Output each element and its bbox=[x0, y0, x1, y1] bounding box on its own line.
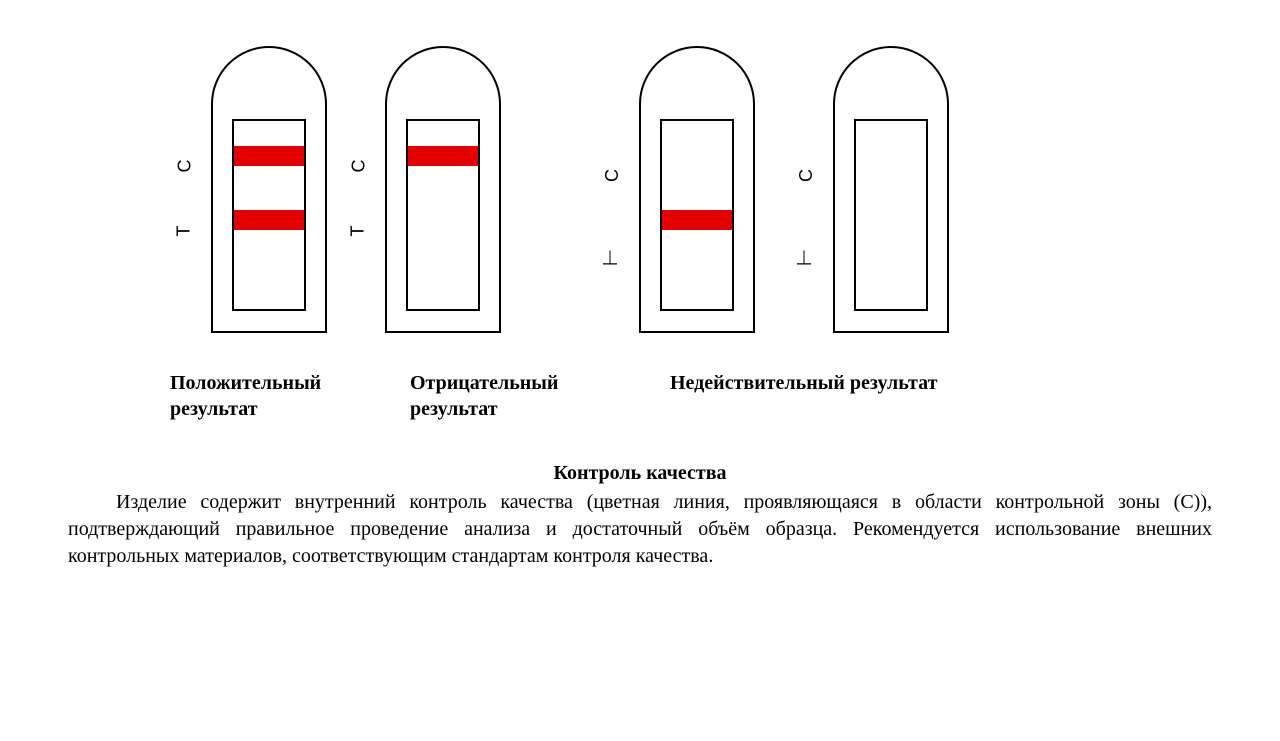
caption-negative: Отрицательный результат bbox=[410, 370, 670, 422]
test-band bbox=[234, 210, 304, 230]
strip-svg bbox=[826, 40, 956, 340]
strip-outline bbox=[834, 47, 948, 332]
strip-body bbox=[632, 40, 762, 340]
strip-svg bbox=[378, 40, 508, 340]
marker-t: T bbox=[348, 225, 369, 237]
strip-markers: C⊢ bbox=[802, 60, 824, 320]
marker-t: T bbox=[174, 225, 195, 237]
strip-svg bbox=[632, 40, 762, 340]
strip-outline bbox=[640, 47, 754, 332]
test-strip-3: C⊢ bbox=[608, 40, 762, 340]
strip-markers: CT bbox=[354, 60, 376, 320]
result-window bbox=[855, 120, 927, 310]
test-strip-1: CT bbox=[180, 40, 334, 340]
marker-t: ⊢ bbox=[792, 249, 817, 266]
test-band bbox=[662, 210, 732, 230]
marker-c: C bbox=[349, 159, 370, 173]
marker-c: C bbox=[175, 159, 196, 173]
strip-body bbox=[826, 40, 956, 340]
diagram-row: CT CT C⊢ C⊢ bbox=[180, 40, 1220, 340]
test-strip-4: C⊢ bbox=[802, 40, 956, 340]
caption-positive: Положительныйрезультат bbox=[170, 370, 410, 422]
strip-markers: C⊢ bbox=[608, 60, 630, 320]
section-title: Контроль качества bbox=[60, 462, 1220, 485]
caption-invalid: Недействительный результат bbox=[670, 370, 1090, 422]
control-band bbox=[234, 146, 304, 166]
strip-outline bbox=[212, 47, 326, 332]
strip-markers: CT bbox=[180, 60, 202, 320]
marker-c: C bbox=[602, 169, 623, 182]
control-band bbox=[408, 146, 478, 166]
strip-body bbox=[204, 40, 334, 340]
caption-row: Положительныйрезультат Отрицательный рез… bbox=[170, 370, 1220, 422]
strip-body bbox=[378, 40, 508, 340]
quality-control-body: Изделие содержит внутренний контроль кач… bbox=[60, 489, 1220, 570]
test-strip-2: CT bbox=[354, 40, 508, 340]
marker-c: C bbox=[796, 169, 817, 182]
marker-t: ⊢ bbox=[598, 249, 623, 266]
strip-outline bbox=[386, 47, 500, 332]
strip-svg bbox=[204, 40, 334, 340]
